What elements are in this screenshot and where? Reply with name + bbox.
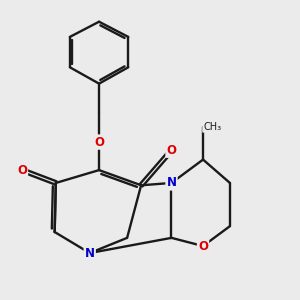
Text: N: N (167, 176, 176, 189)
Text: CH₃: CH₃ (203, 122, 221, 132)
Text: O: O (198, 239, 208, 253)
Text: O: O (17, 164, 27, 177)
Text: N: N (85, 247, 95, 260)
Text: O: O (94, 136, 104, 148)
Text: O: O (167, 144, 176, 157)
